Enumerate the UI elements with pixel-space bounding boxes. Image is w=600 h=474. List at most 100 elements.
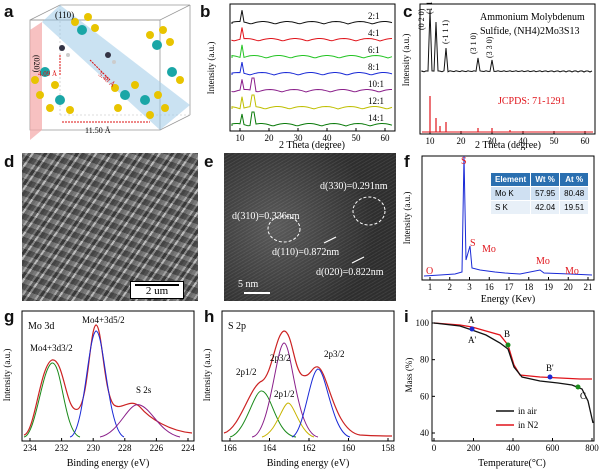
eds-cell: S K (489, 200, 532, 215)
panel-label-h: h (204, 307, 215, 326)
eds-chart: Intensity (a.u.) Energy (Kev) S S Mo O M… (402, 155, 595, 305)
c-peak-label: (-1 1 1) (441, 20, 450, 44)
h-ylabel: Intensity (a.u.) (202, 349, 212, 402)
panel-a: a ( (0, 0, 200, 150)
tem-ann-330: d(330)=0.291nm (320, 181, 388, 192)
h-peak-label-3: 2p1/2 (274, 389, 295, 399)
c-peak-label: (1 1 0) (425, 0, 434, 14)
b-xlabel: 2 Theta (degree) (279, 140, 345, 150)
xrd-single-chart: Intensity (a.u.) 2 Theta (degree) Ammoni… (401, 0, 596, 151)
panel-label-a: a (4, 2, 14, 21)
tga-point-b (505, 342, 511, 348)
tga-label-b: B (504, 329, 510, 339)
panel-c: c Intensity (a.u.) 2 Theta (degree) Ammo… (400, 0, 600, 151)
panel-label-f: f (404, 152, 410, 171)
xrd-series-chart: Intensity (a.u.) 2 Theta (degree) 10 20 30… (206, 3, 396, 151)
g-xlabel: Binding energy (eV) (67, 458, 150, 469)
eds-peak-s1: S (461, 156, 467, 167)
tga-point-a (469, 326, 475, 332)
f-tick-label: 2 (448, 282, 453, 292)
eds-cell: 19.51 (559, 200, 590, 215)
xrd-series-line (231, 27, 393, 42)
i-tick-label: 400 (506, 443, 520, 453)
b-tick-label: 40 (323, 133, 333, 143)
panel-label-e: e (204, 152, 214, 171)
eds-cell: Mo K (489, 186, 532, 201)
tga-legend-air: in air (518, 406, 537, 416)
c-ylabel: Intensity (a.u.) (401, 34, 411, 87)
h-peak-2 (251, 342, 319, 438)
c-tick-label: 50 (550, 136, 560, 146)
g-title: Mo 3d (28, 321, 54, 332)
g-envelope (23, 324, 193, 436)
c-pattern (421, 9, 593, 73)
g-peak-label-a: Mo4+3d5/2 (82, 315, 125, 325)
panel-label-b: b (200, 2, 211, 21)
tga-label-bprime: B' (546, 363, 554, 373)
eds-peak-s2: S (470, 238, 476, 249)
c-peak-label: (3 3 0) (485, 36, 494, 58)
c-jcpds: JCPDS: 71-1291 (498, 96, 566, 107)
tga-legend-n2: in N2 (518, 420, 538, 430)
g-peak-3d52 (69, 330, 125, 438)
b-tick-label: 20 (265, 133, 275, 143)
xrd-series-label: 12:1 (368, 96, 384, 106)
h-title: S 2p (228, 321, 246, 332)
i-tick-label: 800 (585, 443, 599, 453)
sem-image: 2 um (22, 153, 198, 301)
panel-f: f Intensity (a.u.) Energy (Kev) S S Mo O… (400, 150, 600, 305)
panel-label-d: d (4, 152, 15, 171)
h-peak-3 (261, 402, 315, 438)
g-ylabel: Intensity (a.u.) (2, 349, 12, 402)
xrd-series-label: 4:1 (368, 28, 380, 38)
f-tick-label: 19 (544, 282, 554, 292)
b-tick-label: 60 (381, 133, 391, 143)
xrd-series-line (231, 111, 393, 127)
xrd-series-line (231, 77, 392, 93)
distance-1: 4.09 Å (38, 70, 57, 78)
c-peak-label: (3 1 0) (469, 32, 478, 54)
tem-ann-110: d(110)=0.872nm (272, 247, 340, 258)
g-tick-label: 230 (86, 443, 100, 453)
f-ylabel: Intensity (a.u.) (402, 192, 412, 245)
g-tick-label: 226 (150, 443, 164, 453)
g-peak-3d32 (23, 362, 81, 438)
h-tick-label: 162 (302, 443, 316, 453)
eds-spectrum (423, 155, 593, 277)
b-tick-label: 50 (352, 133, 362, 143)
c-title-1: Ammonium Molybdenum (480, 12, 585, 23)
g-tick-label: 232 (55, 443, 69, 453)
tem-ann-020: d(020)=0.822nm (316, 267, 384, 278)
xrd-series-label: 10:1 (368, 79, 384, 89)
xps-mo3d-chart: Intensity (a.u.) Binding energy (eV) Mo … (2, 310, 195, 469)
plane-020-label: (020) (32, 55, 41, 73)
eds-cell: 57.95 (530, 186, 561, 201)
tem-image: d(310)=0.336nm d(330)=0.291nm d(110)=0.8… (224, 153, 396, 301)
xrd-series-line (231, 44, 393, 59)
g-tick-label: 228 (118, 443, 132, 453)
f-tick-label: 20 (564, 282, 574, 292)
xrd-series-label: 2:1 (368, 11, 380, 21)
xps-s2p-chart: Intensity (a.u.) Binding energy (eV) S 2… (202, 310, 395, 469)
g-peak-label-b: Mo4+3d3/2 (30, 343, 73, 353)
g-peak-s2s (99, 404, 181, 438)
eds-th-element: Element (489, 172, 532, 187)
crystal-structure: (110) (020) 4.09 Å 5.48 Å 11.50 Å (29, 4, 191, 140)
i-tick-label: 600 (546, 443, 560, 453)
panel-label-i: i (404, 307, 409, 326)
tem-ann-310: d(310)=0.336nm (232, 211, 300, 222)
xrd-series-label: 14:1 (368, 113, 384, 123)
b-tick-label: 30 (294, 133, 304, 143)
eds-th-at: At % (559, 172, 590, 187)
c-title-2: Sulfide, (NH4)2Mo3S13 (480, 26, 579, 37)
h-tick-label: 164 (263, 443, 277, 453)
xrd-series-line (231, 62, 393, 76)
i-ytick-label: 60 (420, 391, 430, 401)
panel-label-g: g (4, 307, 15, 326)
c-xlabel: 2 Theta (degree) (475, 140, 541, 150)
plane-110 (42, 5, 190, 130)
b-ylabel: Intensity (a.u.) (206, 42, 216, 95)
i-tick-label: 0 (432, 443, 437, 453)
h-peak-label-2: 2p3/2 (270, 353, 291, 363)
sem-scale-label: 2 um (145, 285, 169, 297)
